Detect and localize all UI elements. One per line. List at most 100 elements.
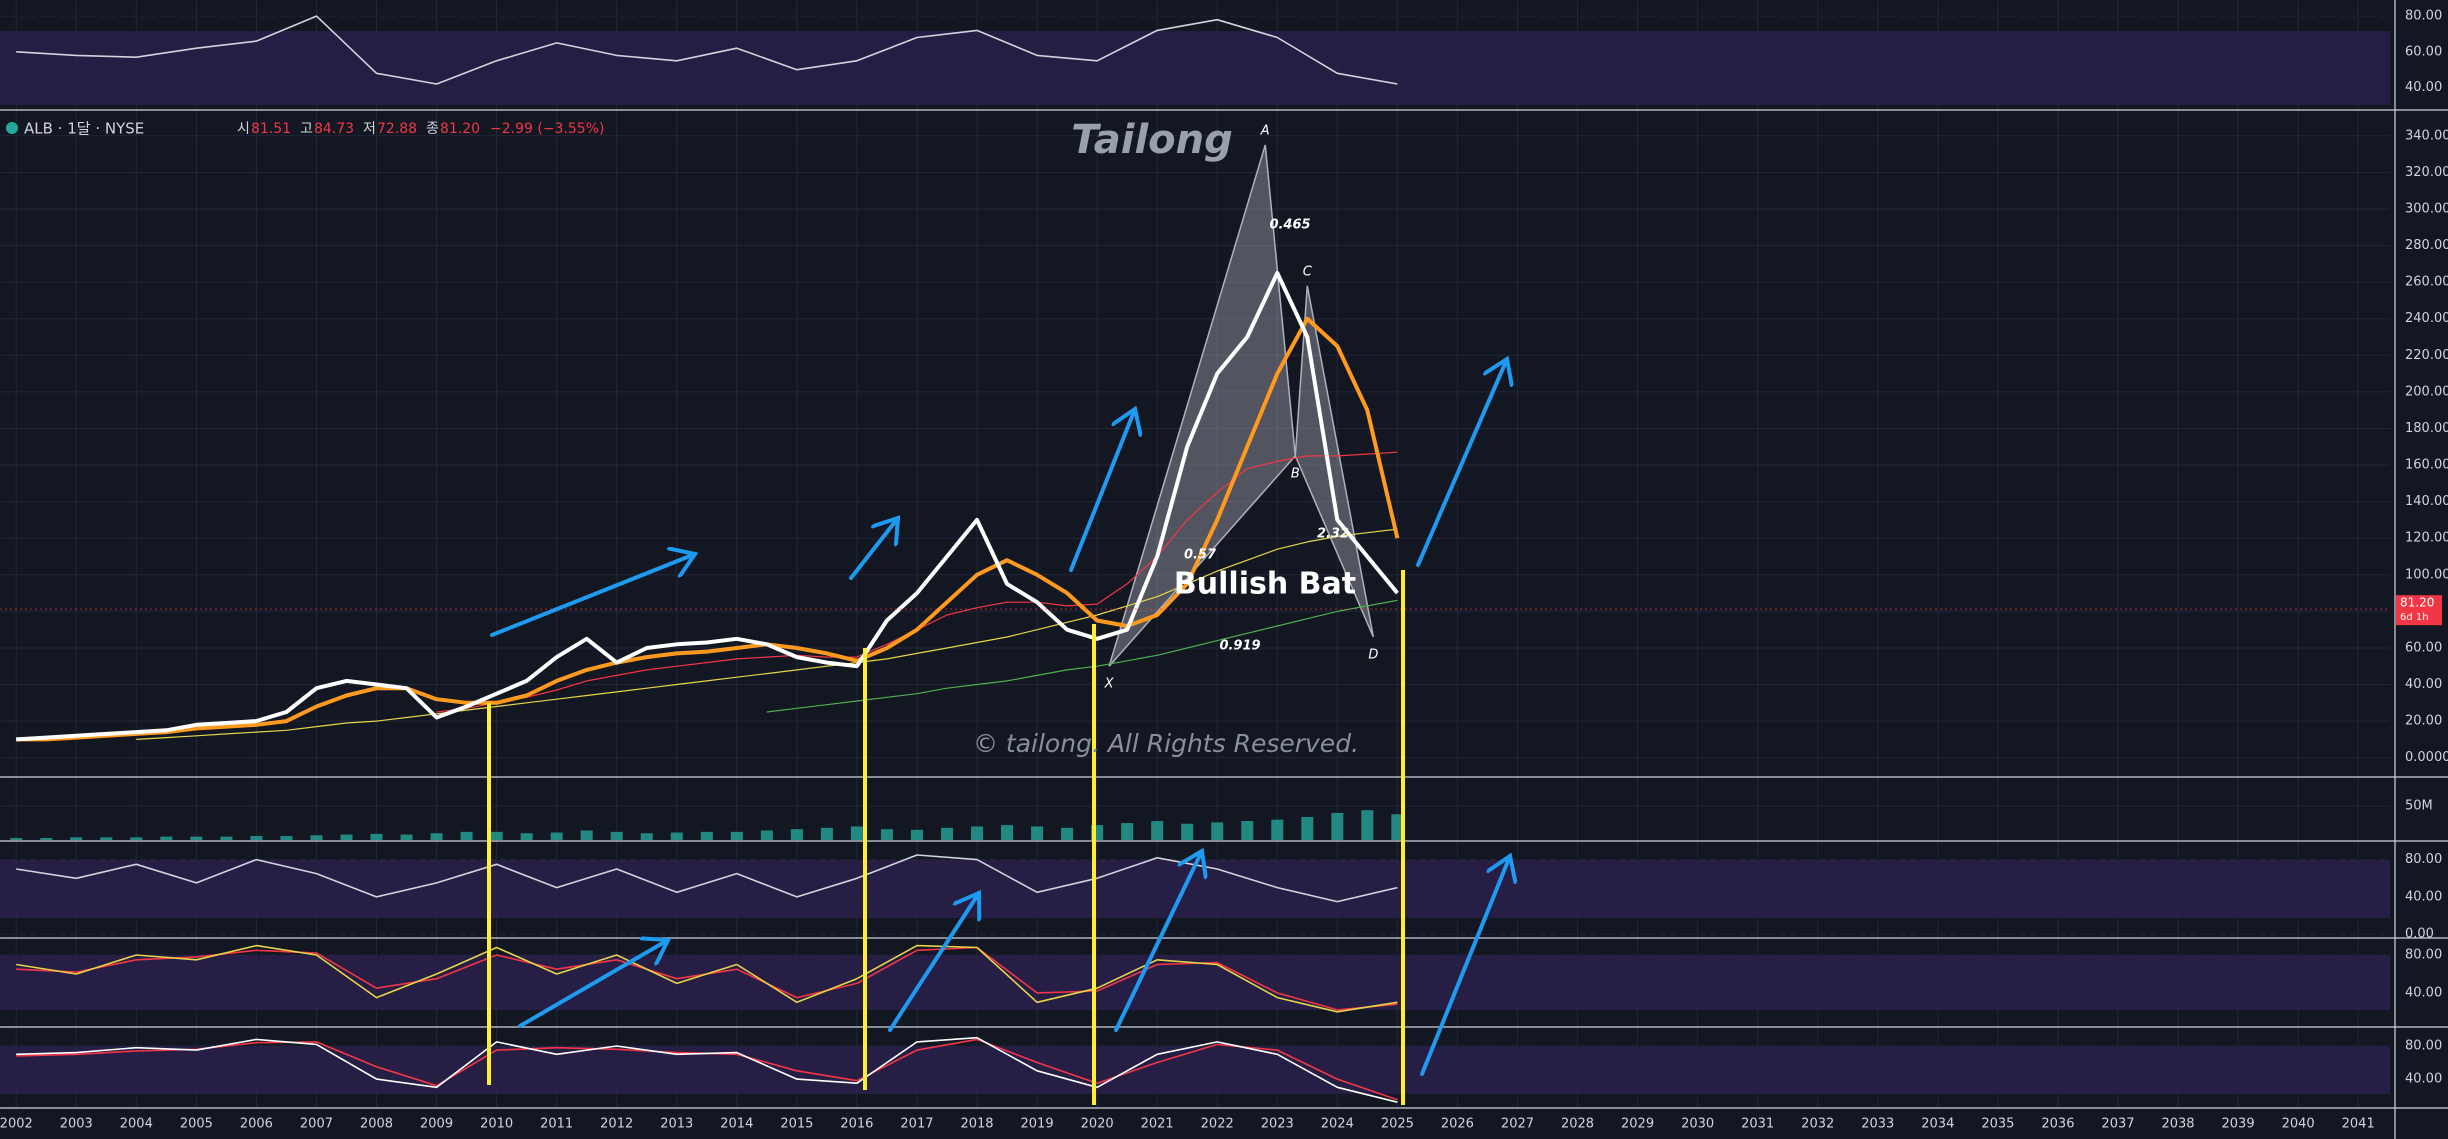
countdown: 6d 1h xyxy=(2400,612,2429,623)
x-tick-label: 2005 xyxy=(180,1117,213,1132)
series-line xyxy=(16,316,1400,742)
y-tick-label: 220.00 xyxy=(2405,348,2448,363)
copyright: © tailong. All Rights Reserved. xyxy=(973,729,1359,758)
x-tick-label: 2040 xyxy=(2282,1117,2315,1132)
symbol: ALB · 1달 · NYSE xyxy=(24,120,144,138)
volume-bar xyxy=(1181,823,1194,840)
pattern-point-label: B xyxy=(1291,466,1300,481)
x-tick-label: 2031 xyxy=(1741,1117,1774,1132)
volume-bar xyxy=(1031,826,1044,840)
ratio-label: 0.57 xyxy=(1184,548,1217,563)
volume-bar xyxy=(1391,814,1404,840)
y-tick-label: 100.00 xyxy=(2405,567,2448,582)
volume-bar xyxy=(340,834,353,840)
x-tick-label: 2041 xyxy=(2342,1117,2375,1132)
x-tick-label: 2025 xyxy=(1381,1117,1414,1132)
change: −2.99 (−3.55%) xyxy=(490,121,604,137)
price-tag xyxy=(2396,595,2442,626)
volume-bar xyxy=(1331,812,1344,840)
volume-bar xyxy=(640,833,653,840)
volume-bar xyxy=(1211,822,1224,840)
y-tick-label: 0.00 xyxy=(2405,927,2434,942)
arrow xyxy=(888,893,979,1032)
x-tick-label: 2011 xyxy=(540,1117,573,1132)
volume-bar xyxy=(280,835,293,840)
x-tick-label: 2035 xyxy=(1981,1117,2014,1132)
x-tick-label: 2012 xyxy=(600,1117,633,1132)
yellow-verticals xyxy=(487,570,1405,1105)
arrow xyxy=(849,518,898,580)
x-tick-label: 2030 xyxy=(1681,1117,1714,1132)
pattern-point-label: C xyxy=(1303,264,1313,279)
symbol-icon xyxy=(6,122,18,134)
y-tick-label: 240.00 xyxy=(2405,311,2448,326)
x-tick-label: 2024 xyxy=(1321,1117,1354,1132)
x-tick-label: 2019 xyxy=(1021,1117,1054,1132)
volume-bar xyxy=(400,834,413,840)
series-line xyxy=(16,15,1398,85)
x-tick-label: 2026 xyxy=(1441,1117,1474,1132)
x-tick-label: 2036 xyxy=(2041,1117,2074,1132)
volume-bar xyxy=(730,831,743,840)
x-tick-label: 2007 xyxy=(300,1117,333,1132)
series-line xyxy=(16,854,1398,903)
y-tick-label: 50M xyxy=(2405,799,2433,814)
y-tick-label: 60.00 xyxy=(2405,640,2442,655)
arrow xyxy=(490,554,695,637)
volume-bar xyxy=(220,836,233,840)
volume-bar xyxy=(700,831,713,840)
volume-bar xyxy=(971,826,984,840)
pattern-point-label: A xyxy=(1260,123,1270,138)
ohlc-label: 고 xyxy=(300,121,313,137)
series-line xyxy=(16,1036,1398,1103)
series-line xyxy=(766,599,1398,713)
volume-bar xyxy=(670,832,683,840)
volume-bar xyxy=(460,831,473,840)
x-tick-label: 2015 xyxy=(780,1117,813,1132)
arrow xyxy=(518,940,668,1028)
y-tick-label: 40.00 xyxy=(2405,80,2442,95)
x-tick-label: 2004 xyxy=(120,1117,153,1132)
x-tick-label: 2027 xyxy=(1501,1117,1534,1132)
volume-bar xyxy=(40,837,53,840)
series-line xyxy=(16,944,1398,1013)
ratio-label: 2.32 xyxy=(1317,527,1349,542)
volume-bar xyxy=(490,831,503,840)
volume-bar xyxy=(250,835,263,840)
y-tick-label: 140.00 xyxy=(2405,494,2448,509)
volume-bar xyxy=(550,832,563,840)
x-tick-label: 2037 xyxy=(2101,1117,2134,1132)
y-tick-label: 0.0000 xyxy=(2405,750,2448,765)
x-tick-label: 2034 xyxy=(1921,1117,1954,1132)
volume-bar xyxy=(1151,821,1164,840)
y-tick-label: 40.00 xyxy=(2405,1072,2442,1087)
arrow xyxy=(1420,856,1510,1076)
x-tick-label: 2008 xyxy=(360,1117,393,1132)
arrow xyxy=(1416,359,1507,567)
ohlc-value: 81.51 xyxy=(251,121,291,137)
volume-bar xyxy=(10,837,23,840)
volume-bar xyxy=(790,829,803,840)
y-tick-label: 40.00 xyxy=(2405,985,2442,1000)
x-tick-label: 2020 xyxy=(1081,1117,1114,1132)
volume-bar xyxy=(520,833,533,840)
y-tick-label: 280.00 xyxy=(2405,238,2448,253)
y-tick-label: 180.00 xyxy=(2405,421,2448,436)
volume-bar xyxy=(580,830,593,840)
y-tick-label: 80.00 xyxy=(2405,852,2442,867)
x-tick-label: 2021 xyxy=(1141,1117,1174,1132)
volume-bar xyxy=(370,833,383,840)
arrow xyxy=(1069,409,1135,572)
arrow xyxy=(1114,851,1202,1032)
volume-bar xyxy=(100,837,113,840)
y-tick-label: 40.00 xyxy=(2405,677,2442,692)
volume-bar xyxy=(1241,821,1254,840)
volume-bar xyxy=(160,836,173,840)
x-tick-label: 2002 xyxy=(0,1117,33,1132)
ohlc-label: 저 xyxy=(363,121,376,137)
volume-bar xyxy=(1301,816,1314,840)
x-tick-label: 2016 xyxy=(840,1117,873,1132)
